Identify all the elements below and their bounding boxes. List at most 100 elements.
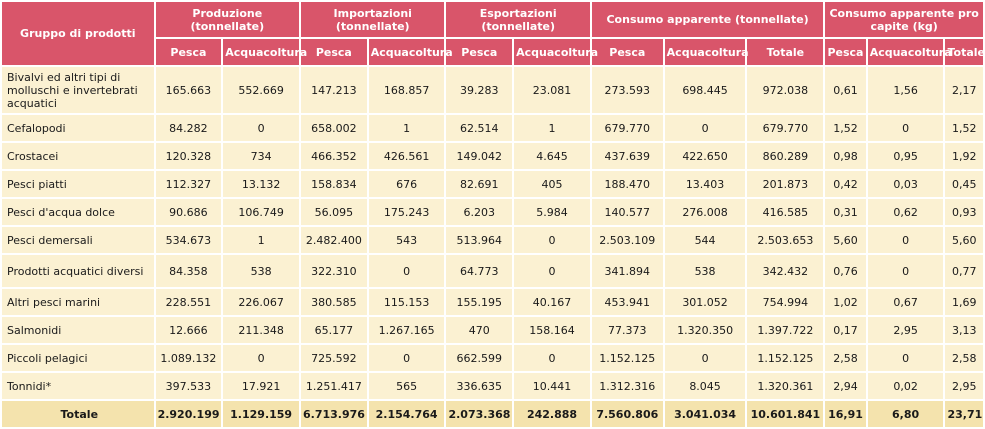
- value-cell: 679.770: [747, 115, 824, 141]
- value-cell: 453.941: [591, 289, 663, 315]
- value-cell: 416.585: [747, 199, 824, 225]
- value-cell: 13.132: [223, 171, 300, 197]
- value-cell: 0: [368, 345, 445, 371]
- table-row: Piccoli pelagici 1.089.132 0 725.592 0 662.59…: [2, 345, 983, 371]
- value-cell: 1.152.125: [591, 345, 663, 371]
- value-cell: 0,31: [825, 199, 866, 225]
- value-cell: 1,69: [945, 289, 983, 315]
- total-row: Totale 2.920.199 1.129.159 6.713.976 2.154.7…: [2, 401, 983, 427]
- value-cell: 82.691: [446, 171, 513, 197]
- value-cell: 397.533: [155, 373, 222, 399]
- value-cell: 2,95: [945, 373, 983, 399]
- value-cell: 1.129.159: [223, 401, 300, 427]
- table-row: Prodotti acquatici diversi 84.358 538 322.3…: [2, 255, 983, 287]
- value-cell: 0,02: [867, 373, 944, 399]
- value-cell: 658.002: [301, 115, 367, 141]
- value-cell: 5.984: [514, 199, 590, 225]
- table-row: Crostacei 120.328 734 466.352 426.561 149.042…: [2, 143, 983, 169]
- value-cell: 273.593: [591, 67, 663, 113]
- value-cell: 228.551: [155, 289, 222, 315]
- value-cell: 538: [664, 255, 746, 287]
- value-cell: 0,95: [867, 143, 944, 169]
- table-row: Bivalvi ed altri tipi di molluschi e inv…: [2, 67, 983, 113]
- value-cell: 544: [664, 227, 746, 253]
- value-cell: 2.482.400: [301, 227, 367, 253]
- value-cell: 158.834: [301, 171, 367, 197]
- value-cell: 1,92: [945, 143, 983, 169]
- value-cell: 168.857: [368, 67, 445, 113]
- value-cell: 3.041.034: [664, 401, 746, 427]
- table-row: Cefalopodi 84.282 0 658.002 1 62.514 1 679.770 0…: [2, 115, 983, 141]
- product-group-cell: Altri pesci marini: [2, 289, 154, 315]
- value-cell: 65.177: [301, 317, 367, 343]
- value-cell: 341.894: [591, 255, 663, 287]
- header-apparent: Consumo apparente (tonnellate): [591, 2, 824, 37]
- subheader-pesca: Pesca: [446, 39, 513, 65]
- value-cell: 0: [223, 345, 300, 371]
- value-cell: 158.164: [514, 317, 590, 343]
- value-cell: 342.432: [747, 255, 824, 287]
- value-cell: 1.089.132: [155, 345, 222, 371]
- value-cell: 211.348: [223, 317, 300, 343]
- header-imports: Importazioni (tonnellate): [301, 2, 445, 37]
- header-group: Gruppo di prodotti: [2, 2, 154, 65]
- value-cell: 23,71: [945, 401, 983, 427]
- value-cell: 0: [664, 115, 746, 141]
- header-exports: Esportazioni (tonnellate): [446, 2, 590, 37]
- value-cell: 1: [223, 227, 300, 253]
- value-cell: 40.167: [514, 289, 590, 315]
- value-cell: 1,52: [825, 115, 866, 141]
- subheader-pesca: Pesca: [301, 39, 367, 65]
- value-cell: 0: [664, 345, 746, 371]
- value-cell: 1: [368, 115, 445, 141]
- value-cell: 17.921: [223, 373, 300, 399]
- value-cell: 0,67: [867, 289, 944, 315]
- value-cell: 188.470: [591, 171, 663, 197]
- value-cell: 12.666: [155, 317, 222, 343]
- value-cell: 112.327: [155, 171, 222, 197]
- value-cell: 1.320.350: [664, 317, 746, 343]
- value-cell: 23.081: [514, 67, 590, 113]
- value-cell: 8.045: [664, 373, 746, 399]
- value-cell: 0: [514, 255, 590, 287]
- value-cell: 147.213: [301, 67, 367, 113]
- product-group-cell: Piccoli pelagici: [2, 345, 154, 371]
- subheader-pesca: Pesca: [155, 39, 222, 65]
- subheader-totale: Totale: [747, 39, 824, 65]
- value-cell: 0: [223, 115, 300, 141]
- value-cell: 84.358: [155, 255, 222, 287]
- value-cell: 201.873: [747, 171, 824, 197]
- value-cell: 1,02: [825, 289, 866, 315]
- value-cell: 115.153: [368, 289, 445, 315]
- value-cell: 0,45: [945, 171, 983, 197]
- value-cell: 860.289: [747, 143, 824, 169]
- value-cell: 56.095: [301, 199, 367, 225]
- value-cell: 0,77: [945, 255, 983, 287]
- value-cell: 534.673: [155, 227, 222, 253]
- value-cell: 2,95: [867, 317, 944, 343]
- value-cell: 6,80: [867, 401, 944, 427]
- value-cell: 734: [223, 143, 300, 169]
- value-cell: 1.320.361: [747, 373, 824, 399]
- value-cell: 301.052: [664, 289, 746, 315]
- product-group-cell: Totale: [2, 401, 154, 427]
- product-group-cell: Pesci demersali: [2, 227, 154, 253]
- subheader-acquacoltura: Acquacoltura: [514, 39, 598, 65]
- value-cell: 2.920.199: [155, 401, 222, 427]
- value-cell: 0: [368, 255, 445, 287]
- value-cell: 226.067: [223, 289, 300, 315]
- value-cell: 16,91: [825, 401, 866, 427]
- value-cell: 5,60: [825, 227, 866, 253]
- table-row: Tonnidi* 397.533 17.921 1.251.417 565 336.635…: [2, 373, 983, 399]
- value-cell: 165.663: [155, 67, 222, 113]
- value-cell: 7.560.806: [591, 401, 663, 427]
- product-group-cell: Cefalopodi: [2, 115, 154, 141]
- value-cell: 0,62: [867, 199, 944, 225]
- value-cell: 155.195: [446, 289, 513, 315]
- value-cell: 552.669: [223, 67, 300, 113]
- value-cell: 437.639: [591, 143, 663, 169]
- product-group-cell: Pesci d'acqua dolce: [2, 199, 154, 225]
- value-cell: 77.373: [591, 317, 663, 343]
- value-cell: 0: [867, 227, 944, 253]
- value-cell: 2,58: [825, 345, 866, 371]
